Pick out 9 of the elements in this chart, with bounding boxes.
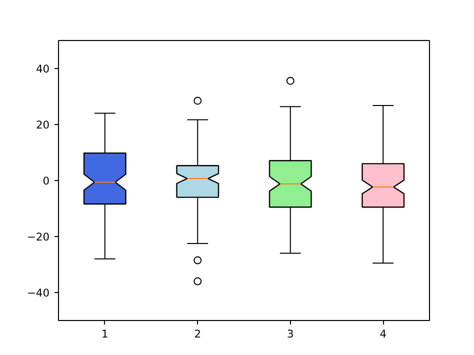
x-tick-label: 4 [380,328,387,340]
x-tick-label: 2 [194,328,202,340]
y-tick-label: 0 [42,174,50,188]
x-tick-label: 3 [286,328,294,340]
y-tick-label: −40 [27,286,50,300]
x-tick-label: 1 [101,328,108,340]
y-tick-label: 40 [36,62,50,76]
y-tick-label: 20 [36,118,50,132]
y-tick-label: −20 [27,230,50,244]
